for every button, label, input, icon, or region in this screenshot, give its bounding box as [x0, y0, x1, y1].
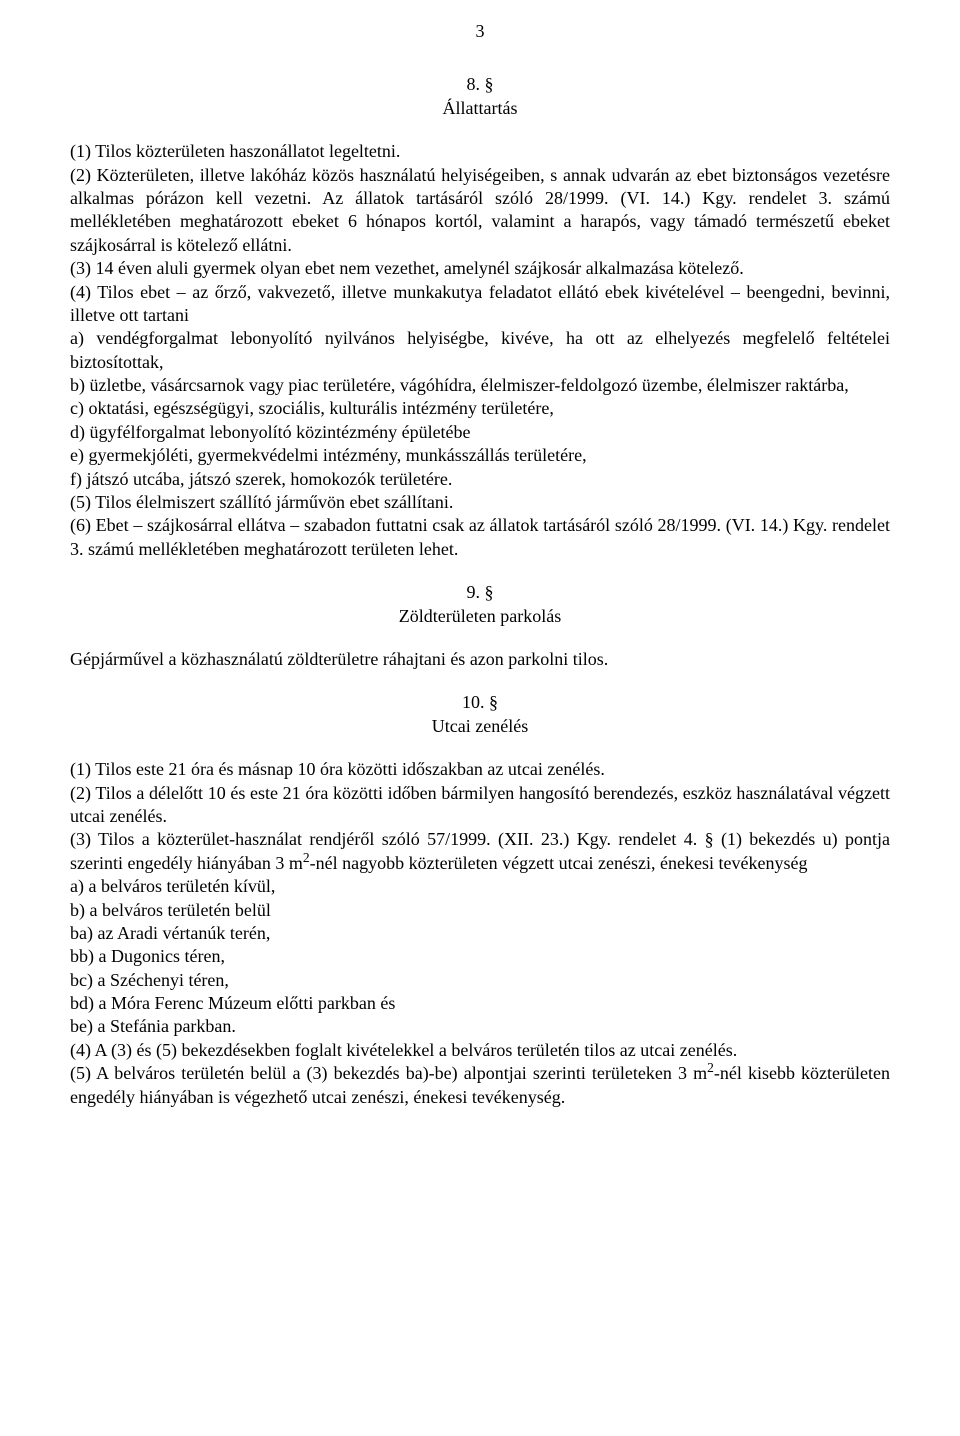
- section-10-p3ba: ba) az Aradi vértanúk terén,: [70, 922, 890, 945]
- section-8-p2: (2) Közterületen, illetve lakóház közös …: [70, 164, 890, 258]
- section-8-p6: (6) Ebet – szájkosárral ellátva – szabad…: [70, 514, 890, 561]
- section-8-p4f: f) játszó utcába, játszó szerek, homokoz…: [70, 468, 890, 491]
- section-10-p2: (2) Tilos a délelőtt 10 és este 21 óra k…: [70, 782, 890, 829]
- section-10-p3-post: -nél nagyobb közterületen végzett utcai …: [310, 853, 808, 873]
- section-10-p3bc: bc) a Széchenyi téren,: [70, 969, 890, 992]
- section-9: 9. § Zöldterületen parkolás Gépjárművel …: [70, 581, 890, 671]
- section-10-p3b: b) a belváros területén belül: [70, 899, 890, 922]
- section-8-p4e: e) gyermekjóléti, gyermekvédelmi intézmé…: [70, 444, 890, 467]
- section-8-p4c: c) oktatási, egészségügyi, szociális, ku…: [70, 397, 890, 420]
- section-10-p3a: a) a belváros területén kívül,: [70, 875, 890, 898]
- section-10-p3bb: bb) a Dugonics téren,: [70, 945, 890, 968]
- section-10-p3: (3) Tilos a közterület-használat rendjér…: [70, 828, 890, 875]
- section-8-p4b: b) üzletbe, vásárcsarnok vagy piac terül…: [70, 374, 890, 397]
- section-8-number: 8. §: [70, 73, 890, 96]
- section-8: 8. § Állattartás (1) Tilos közterületen …: [70, 73, 890, 561]
- section-10-title: Utcai zenélés: [70, 715, 890, 738]
- section-8-p5: (5) Tilos élelmiszert szállító járművön …: [70, 491, 890, 514]
- section-10-number: 10. §: [70, 691, 890, 714]
- section-8-p1: (1) Tilos közterületen haszonállatot leg…: [70, 140, 890, 163]
- section-10-p3be: be) a Stefánia parkban.: [70, 1015, 890, 1038]
- section-8-p4d: d) ügyfélforgalmat lebonyolító közintézm…: [70, 421, 890, 444]
- section-10-p3bd: bd) a Móra Ferenc Múzeum előtti parkban …: [70, 992, 890, 1015]
- section-10-p1: (1) Tilos este 21 óra és másnap 10 óra k…: [70, 758, 890, 781]
- section-10-p3-sup: 2: [303, 850, 310, 865]
- section-8-title: Állattartás: [70, 97, 890, 120]
- section-8-p4: (4) Tilos ebet – az őrző, vakvezető, ill…: [70, 281, 890, 328]
- section-10-p5-pre: (5) A belváros területén belül a (3) bek…: [70, 1063, 707, 1083]
- section-8-p3: (3) 14 éven aluli gyermek olyan ebet nem…: [70, 257, 890, 280]
- section-10: 10. § Utcai zenélés (1) Tilos este 21 ór…: [70, 691, 890, 1109]
- section-9-title: Zöldterületen parkolás: [70, 605, 890, 628]
- section-10-p5: (5) A belváros területén belül a (3) bek…: [70, 1062, 890, 1109]
- section-10-p5-sup: 2: [707, 1060, 714, 1075]
- page-number: 3: [70, 20, 890, 43]
- section-9-number: 9. §: [70, 581, 890, 604]
- section-9-p1: Gépjárművel a közhasználatú zöldterületr…: [70, 648, 890, 671]
- section-8-p4a: a) vendégforgalmat lebonyolító nyilvános…: [70, 327, 890, 374]
- section-10-p4: (4) A (3) és (5) bekezdésekben foglalt k…: [70, 1039, 890, 1062]
